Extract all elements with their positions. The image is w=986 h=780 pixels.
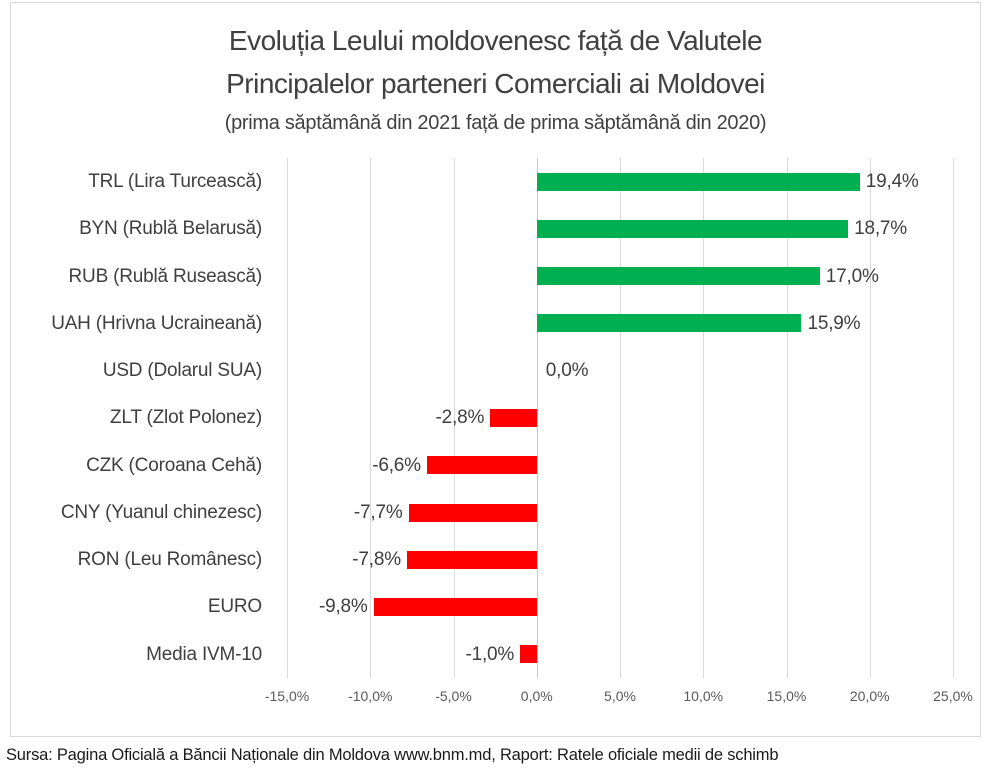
bar-CZK	[426, 456, 537, 475]
x-tick-label: 25,0%	[933, 688, 973, 704]
gridline	[953, 158, 954, 678]
x-tick-label: 15,0%	[766, 688, 807, 704]
category-label-TRL: TRL (Lira Turcească)	[88, 171, 262, 192]
gridline	[370, 158, 372, 678]
gridline	[786, 158, 788, 678]
bar-TRL	[536, 172, 860, 191]
value-label-BYN: 18,7%	[854, 218, 907, 240]
x-axis-ticks: -15,0% -10,0% -5,0% 0,0% 5,0% 10,0% 15,0% 20,0%…	[265, 688, 973, 712]
x-tick-label: 5,0%	[604, 688, 636, 704]
category-label-EURO: EURO	[207, 596, 262, 618]
x-tick-label: -10,0%	[348, 688, 393, 704]
bar-CNY	[408, 503, 537, 522]
category-label-MEDIA-IVM-10: Media IVM-10	[146, 643, 262, 665]
category-label-RUB: RUB (Rublă Rusească)	[68, 265, 263, 287]
bar-BYN	[536, 219, 849, 238]
value-label-TRL: 19,4%	[865, 171, 919, 192]
category-axis: TRL (Lira Turcească) BYN (Rublă Belarusă)…	[12, 158, 262, 678]
x-tick-label: 10,0%	[683, 688, 724, 704]
bar-ZLT	[490, 409, 537, 427]
gridline	[453, 158, 455, 678]
source-note: Sursa: Pagina Oficială a Băncii Național…	[6, 746, 779, 764]
chart-title-block: Evoluția Leului moldovenesc față de Valu…	[11, 19, 980, 141]
value-label-ZLT: -2,8%	[435, 407, 485, 429]
plot-area: 19,4% 18,7% 17,0% 15,9% 0,0% -2,8% -6,6% -7,7% -…	[287, 158, 954, 678]
x-tick-label: 20,0%	[849, 688, 890, 704]
value-label-CNY: -7,7%	[353, 501, 403, 523]
gridline	[620, 158, 621, 678]
value-label-UAH: 15,9%	[807, 312, 861, 334]
category-label-CZK: CZK (Coroana Cehă)	[86, 454, 262, 476]
category-label-ZLT: ZLT (Zlot Polonez)	[110, 407, 262, 429]
x-tick-label: 0,0%	[520, 688, 553, 704]
chart-title-line-2: Principalelor parteneri Comerciali ai Mo…	[226, 68, 765, 99]
zero-gridline	[536, 158, 538, 678]
value-label-USD: 0,0%	[545, 360, 589, 382]
value-label-MEDIA-IVM-10: -1,0%	[465, 643, 515, 665]
gridline	[869, 158, 871, 678]
bar-RON	[406, 550, 537, 569]
category-label-CNY: CNY (Yuanul chinezesc)	[60, 501, 262, 523]
chart-subtitle: (prima săptămână din 2021 față de prima …	[224, 112, 767, 134]
value-label-RON: -7,8%	[352, 549, 401, 571]
bar-UAH	[536, 314, 802, 333]
x-tick-label: -15,0%	[264, 688, 310, 704]
value-label-RUB: 17,0%	[825, 265, 879, 287]
value-label-EURO: -9,8%	[318, 596, 368, 618]
gridline	[287, 158, 288, 678]
gridline	[703, 158, 705, 678]
chart-title-line-1: Evoluția Leului moldovenesc față de Valu…	[228, 25, 763, 56]
bar-RUB	[536, 267, 820, 286]
x-tick-label: -5,0%	[435, 688, 472, 704]
category-label-USD: USD (Dolarul SUA)	[102, 360, 262, 382]
bar-EURO	[373, 598, 537, 617]
category-label-BYN: BYN (Rublă Belarusă)	[79, 218, 262, 240]
bar-MEDIA-IVM-10	[520, 645, 537, 664]
value-label-CZK: -6,6%	[372, 454, 421, 476]
category-label-UAH: UAH (Hrivna Ucraineană)	[51, 312, 262, 334]
category-label-RON: RON (Leu Românesc)	[77, 549, 263, 571]
